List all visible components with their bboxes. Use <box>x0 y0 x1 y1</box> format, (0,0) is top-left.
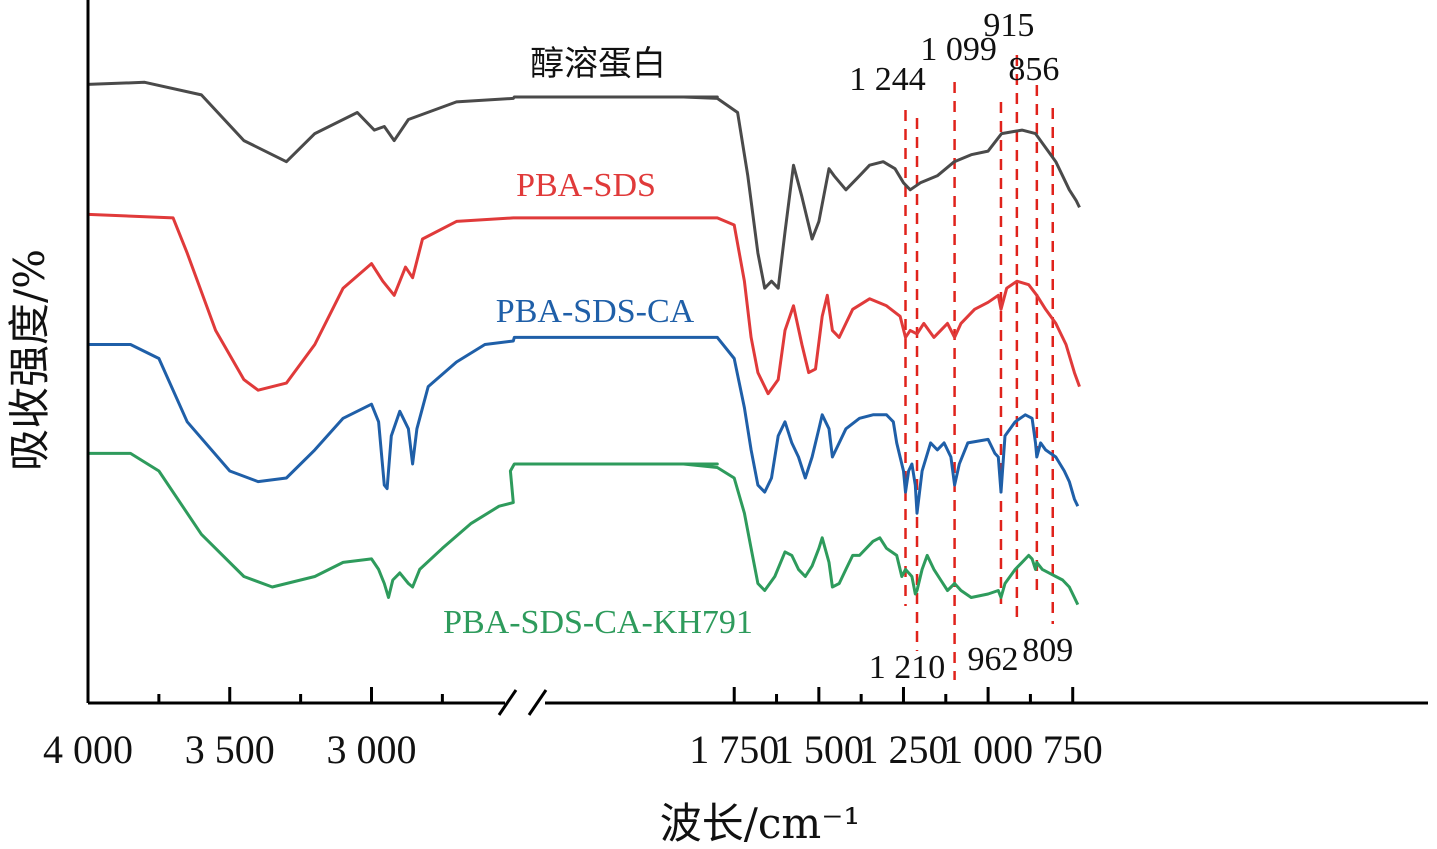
peak-marker-label: 1 099 <box>920 31 997 68</box>
peak-marker-label: 1 244 <box>849 61 926 98</box>
series-line-1 <box>87 212 1081 396</box>
series-lines <box>87 80 1081 606</box>
peak-marker-label: 856 <box>1008 51 1059 88</box>
axis-break-mark <box>497 689 518 716</box>
x-tick-label: 3 500 <box>185 727 275 772</box>
series-line-0 <box>87 80 1081 290</box>
series-label: PBA-SDS-CA-KH791 <box>443 604 753 641</box>
x-tick-label: 4 000 <box>43 727 133 772</box>
series-label: PBA-SDS <box>516 167 656 204</box>
series-label: PBA-SDS-CA <box>496 293 695 330</box>
axes <box>86 0 1428 716</box>
peak-marker-label: 809 <box>1022 632 1073 669</box>
peak-marker-label: 962 <box>967 641 1018 678</box>
series-labels: 醇溶蛋白 PBA-SDS PBA-SDS-CA PBA-SDS-CA-KH791 <box>443 45 753 641</box>
x-tick-label: 1 000 <box>943 727 1033 772</box>
peak-marker-label: 915 <box>983 7 1034 44</box>
series-label: 醇溶蛋白 <box>530 45 666 83</box>
axis-break-mark <box>527 689 548 716</box>
x-tick-label: 1 500 <box>774 727 864 772</box>
x-tick-label: 1 250 <box>858 727 948 772</box>
peak-markers: 1 244 1 210 1 099 962 915 856 809 <box>849 7 1073 686</box>
x-tick-label: 3 000 <box>327 727 417 772</box>
series-line-3 <box>88 451 1080 606</box>
x-tick-label: 750 <box>1043 727 1103 772</box>
peak-marker-label: 1 210 <box>869 649 946 686</box>
series-line-2 <box>88 335 1080 515</box>
y-axis-title: 吸收强度/% <box>5 249 54 471</box>
x-tick-label: 1 750 <box>689 727 779 772</box>
x-axis-title: 波长/cm⁻¹ <box>660 799 861 848</box>
